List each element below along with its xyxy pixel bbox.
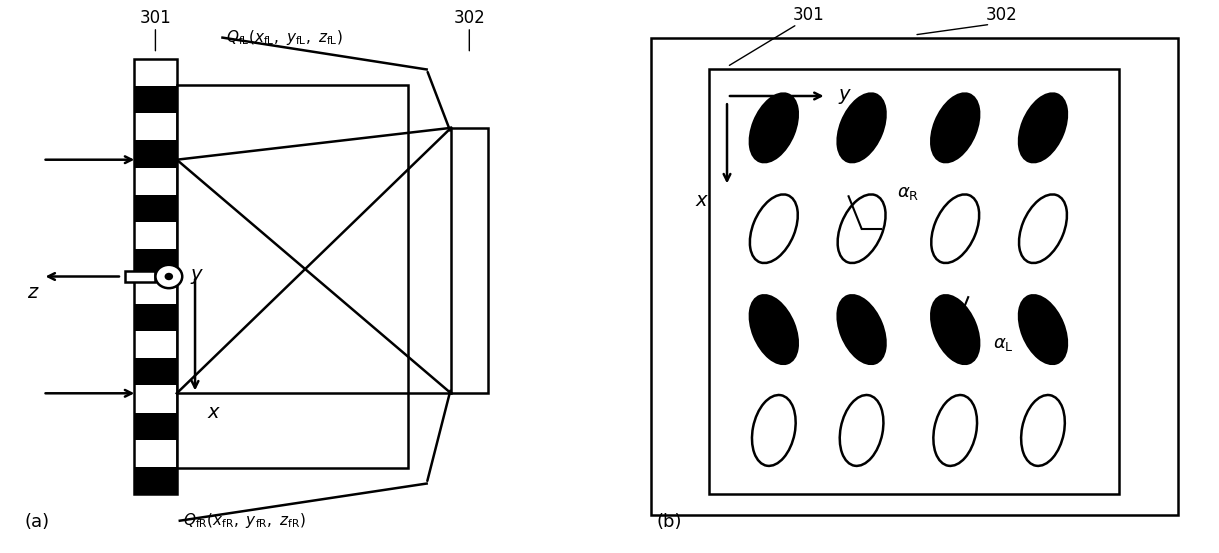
Text: (b): (b): [657, 513, 683, 531]
Ellipse shape: [837, 93, 885, 162]
Bar: [134, 168, 177, 195]
Ellipse shape: [750, 195, 797, 263]
Ellipse shape: [840, 395, 884, 466]
Bar: [134, 358, 177, 385]
Bar: [451, 128, 488, 393]
Bar: [126, 270, 156, 283]
Ellipse shape: [837, 195, 885, 263]
Bar: [134, 140, 177, 168]
Text: $x$: $x$: [695, 191, 709, 210]
Bar: [134, 331, 177, 358]
Text: (a): (a): [24, 513, 50, 531]
Bar: [709, 70, 1119, 494]
Ellipse shape: [1022, 395, 1065, 466]
Text: $x$: $x$: [207, 404, 222, 422]
Circle shape: [156, 265, 183, 288]
Bar: [134, 249, 177, 276]
Bar: [134, 440, 177, 467]
Bar: [134, 195, 177, 222]
Bar: [134, 86, 177, 113]
Ellipse shape: [752, 395, 796, 466]
Text: $\alpha_\mathrm{R}$: $\alpha_\mathrm{R}$: [897, 184, 919, 202]
Bar: [134, 304, 177, 331]
Ellipse shape: [931, 93, 979, 162]
Text: 301: 301: [794, 6, 825, 24]
Text: $z$: $z$: [27, 284, 40, 302]
Bar: [134, 413, 177, 440]
Ellipse shape: [1019, 195, 1067, 263]
Ellipse shape: [1019, 93, 1067, 162]
Text: 302: 302: [986, 6, 1018, 24]
Text: $Q_\mathrm{fR}(x_\mathrm{fR},\ y_\mathrm{fR},\ z_\mathrm{fR})$: $Q_\mathrm{fR}(x_\mathrm{fR},\ y_\mathrm…: [183, 511, 306, 530]
Circle shape: [165, 273, 173, 280]
Text: $y$: $y$: [190, 267, 205, 286]
Ellipse shape: [750, 93, 797, 162]
Ellipse shape: [931, 295, 979, 364]
Bar: [177, 85, 408, 468]
Ellipse shape: [934, 395, 978, 466]
Ellipse shape: [837, 295, 885, 364]
Bar: [134, 385, 177, 413]
Text: $\alpha_\mathrm{L}$: $\alpha_\mathrm{L}$: [993, 335, 1014, 353]
Text: 302: 302: [453, 9, 485, 27]
Ellipse shape: [1019, 295, 1067, 364]
Ellipse shape: [750, 295, 797, 364]
Bar: [134, 467, 177, 494]
Bar: [134, 276, 177, 304]
Text: 301: 301: [139, 9, 172, 27]
Ellipse shape: [931, 195, 979, 263]
Bar: [134, 59, 177, 494]
Bar: [134, 222, 177, 249]
Text: $y$: $y$: [839, 86, 852, 106]
Bar: [134, 59, 177, 86]
Text: $Q_\mathrm{fL}(x_\mathrm{fL},\ y_\mathrm{fL},\ z_\mathrm{fL})$: $Q_\mathrm{fL}(x_\mathrm{fL},\ y_\mathrm…: [226, 28, 343, 47]
Bar: [134, 113, 177, 140]
